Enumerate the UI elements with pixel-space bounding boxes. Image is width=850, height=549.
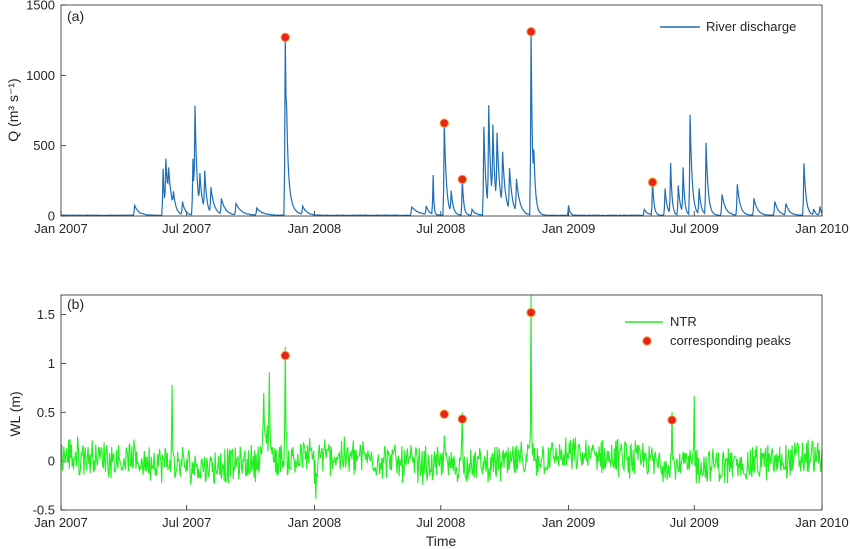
y-tick-label: 1000 <box>26 68 55 83</box>
y-tick-label: 0.5 <box>37 405 55 420</box>
peak-marker <box>439 118 449 128</box>
x-tick-label: Jul 2007 <box>162 221 211 236</box>
legend-b: NTR corresponding peaks <box>625 314 791 348</box>
x-tick-label: Jan 2010 <box>795 221 849 236</box>
river-discharge-line <box>60 30 823 217</box>
peak-marker <box>280 32 290 43</box>
peak-marker <box>526 27 536 37</box>
y-ticks-a: 0 500 1000 1500 <box>26 0 66 224</box>
y-tick-label: 0 <box>48 209 55 224</box>
axes-frame-a <box>60 4 823 217</box>
x-tick-label: Jul 2009 <box>670 515 719 530</box>
peak-marker <box>457 174 468 185</box>
ntr-line <box>60 294 823 499</box>
legend-label-ntr: NTR <box>670 314 697 329</box>
x-ticks-b: Jan 2007 Jul 2007 Jan 2008 Jul 2008 Jan 2009… <box>34 505 849 530</box>
x-tick-label: Jul 2007 <box>162 515 211 530</box>
discharge-peak-markers <box>280 27 658 187</box>
x-tick-label: Jan 2010 <box>795 515 849 530</box>
panel-label-a: (a) <box>67 8 84 24</box>
legend-a: River discharge <box>660 19 796 34</box>
peak-marker <box>280 350 290 361</box>
panel-label-b: (b) <box>67 296 84 312</box>
x-tick-label: Jan 2007 <box>34 221 88 236</box>
x-tick-label: Jul 2008 <box>416 515 465 530</box>
legend-marker-peaks <box>642 336 652 346</box>
x-axis-label-b: Time <box>426 533 457 549</box>
x-tick-label: Jan 2008 <box>288 221 342 236</box>
x-tick-label: Jan 2008 <box>288 515 342 530</box>
x-tick-label: Jan 2009 <box>542 515 596 530</box>
legend-label-river-discharge: River discharge <box>706 19 796 34</box>
peak-marker <box>457 414 468 424</box>
y-tick-label: 0 <box>48 454 55 469</box>
y-tick-label: 500 <box>33 138 55 153</box>
peak-marker <box>526 307 536 318</box>
y-ticks-b: -0.5 0 0.5 1 1.5 <box>33 307 66 518</box>
discharge-panel: Jan 2007 Jul 2007 Jan 2008 Jul 2008 Jan 2009… <box>5 0 849 236</box>
y-tick-label: -0.5 <box>33 503 55 518</box>
peak-marker <box>439 409 449 419</box>
axes-frame-b <box>60 294 823 511</box>
x-tick-label: Jan 2009 <box>542 221 596 236</box>
peak-marker <box>647 177 658 187</box>
x-ticks-a: Jan 2007 Jul 2007 Jan 2008 Jul 2008 Jan 2009… <box>34 211 849 236</box>
y-tick-label: 1.5 <box>37 307 55 322</box>
x-tick-label: Jan 2007 <box>34 515 88 530</box>
y-axis-label-a: Q (m³ s⁻¹) <box>5 78 21 141</box>
x-tick-label: Jul 2009 <box>670 221 719 236</box>
ntr-panel: Jan 2007 Jul 2007 Jan 2008 Jul 2008 Jan 2009… <box>7 294 849 549</box>
ntr-peak-markers <box>280 307 677 425</box>
x-tick-label: Jul 2008 <box>416 221 465 236</box>
y-tick-label: 1500 <box>26 0 55 13</box>
peak-marker <box>667 415 677 425</box>
y-axis-label-b: WL (m) <box>7 391 23 436</box>
legend-label-peaks: corresponding peaks <box>670 333 791 348</box>
y-tick-label: 1 <box>48 356 55 371</box>
